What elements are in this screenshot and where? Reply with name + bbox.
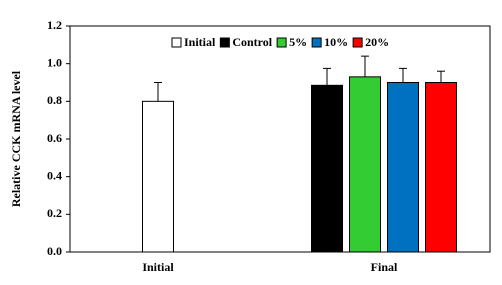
y-tick-label: 0.0 bbox=[47, 244, 62, 258]
legend-swatch bbox=[311, 37, 322, 48]
legend-label: Initial bbox=[184, 35, 216, 49]
bar bbox=[311, 84, 343, 253]
legend-label: Control bbox=[232, 35, 272, 49]
y-tick-label: 0.6 bbox=[47, 131, 62, 145]
y-tick-label: 0.2 bbox=[47, 206, 62, 220]
bar bbox=[349, 76, 381, 253]
x-tick-label: Initial bbox=[142, 260, 174, 274]
y-tick-label: 0.8 bbox=[47, 93, 62, 107]
legend-swatch bbox=[276, 37, 287, 48]
legend-label: 10% bbox=[324, 35, 348, 49]
legend-swatch bbox=[171, 37, 182, 48]
legend-label: 5% bbox=[289, 35, 307, 49]
x-tick-label: Final bbox=[371, 260, 398, 274]
y-tick-label: 0.4 bbox=[47, 168, 62, 182]
bar bbox=[387, 82, 419, 253]
bar bbox=[142, 100, 174, 253]
y-tick-label: 1.0 bbox=[47, 55, 62, 69]
y-axis-label: Relative CCK mRNA level bbox=[9, 70, 23, 207]
legend-label: 20% bbox=[365, 35, 389, 49]
bar bbox=[425, 82, 457, 253]
legend-swatch bbox=[352, 37, 363, 48]
y-tick-label: 1.2 bbox=[47, 18, 62, 32]
legend-swatch bbox=[219, 37, 230, 48]
